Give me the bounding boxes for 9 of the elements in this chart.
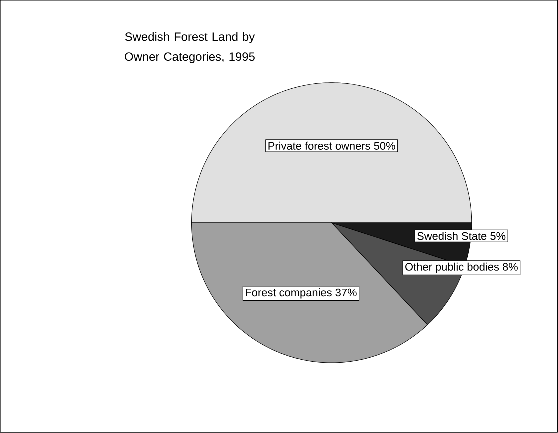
chart-title: Swedish Forest Land by Owner Categories, 1995 bbox=[125, 32, 256, 64]
data-label: 50% bbox=[374, 142, 396, 150]
slice-label: Forest companies bbox=[246, 288, 332, 299]
data-label: 5% bbox=[490, 232, 506, 240]
data-label: 37% bbox=[336, 288, 357, 297]
data-label: 8% bbox=[502, 263, 518, 271]
slice-label: Swedish State bbox=[418, 232, 487, 240]
slice-label: Private forest owners bbox=[268, 142, 370, 150]
slice-label: Other public bodies bbox=[406, 262, 500, 274]
